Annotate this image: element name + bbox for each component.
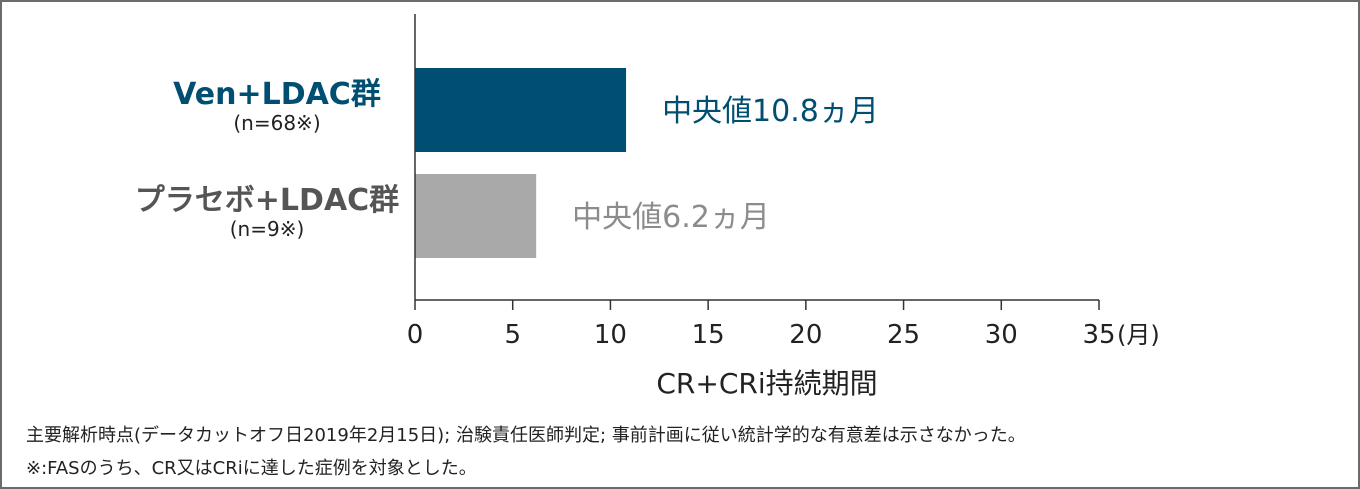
bar-0 bbox=[415, 68, 627, 152]
x-tick-label-3: 15 bbox=[692, 320, 725, 350]
x-tick-label-4: 20 bbox=[789, 320, 822, 350]
category-name: プラセボ+LDAC群 bbox=[134, 183, 400, 218]
x-tick-label-5: 25 bbox=[887, 320, 920, 350]
x-axis-title: CR+CRi持続期間 bbox=[656, 367, 877, 400]
category-n: (n=9※) bbox=[229, 217, 305, 241]
x-tick-label-6: 30 bbox=[985, 320, 1018, 350]
x-unit-label: (月) bbox=[1117, 321, 1160, 349]
footnote-analysis: 主要解析時点(データカットオフ日2019年2月15日); 治験責任医師判定; 事… bbox=[26, 425, 1026, 446]
category-name: Ven+LDAC群 bbox=[173, 77, 381, 112]
category-n: (n=68※) bbox=[233, 111, 321, 135]
x-tick-label-1: 5 bbox=[504, 320, 521, 350]
data-label-0: 中央値10.8ヵ月 bbox=[662, 94, 879, 129]
bar-1 bbox=[415, 174, 537, 258]
category-label-ven: Ven+LDAC群 (n=68※) bbox=[142, 77, 412, 135]
data-label-1: 中央値6.2ヵ月 bbox=[572, 200, 770, 235]
category-label-placebo: プラセボ+LDAC群 (n=9※) bbox=[112, 183, 422, 241]
x-tick-label-0: 0 bbox=[407, 320, 424, 350]
x-tick-label-7: 35 bbox=[1082, 320, 1115, 350]
footnote-fas: ※:FASのうち、CR又はCRiに達した症例を対象とした。 bbox=[26, 458, 477, 479]
x-tick-label-2: 10 bbox=[594, 320, 627, 350]
